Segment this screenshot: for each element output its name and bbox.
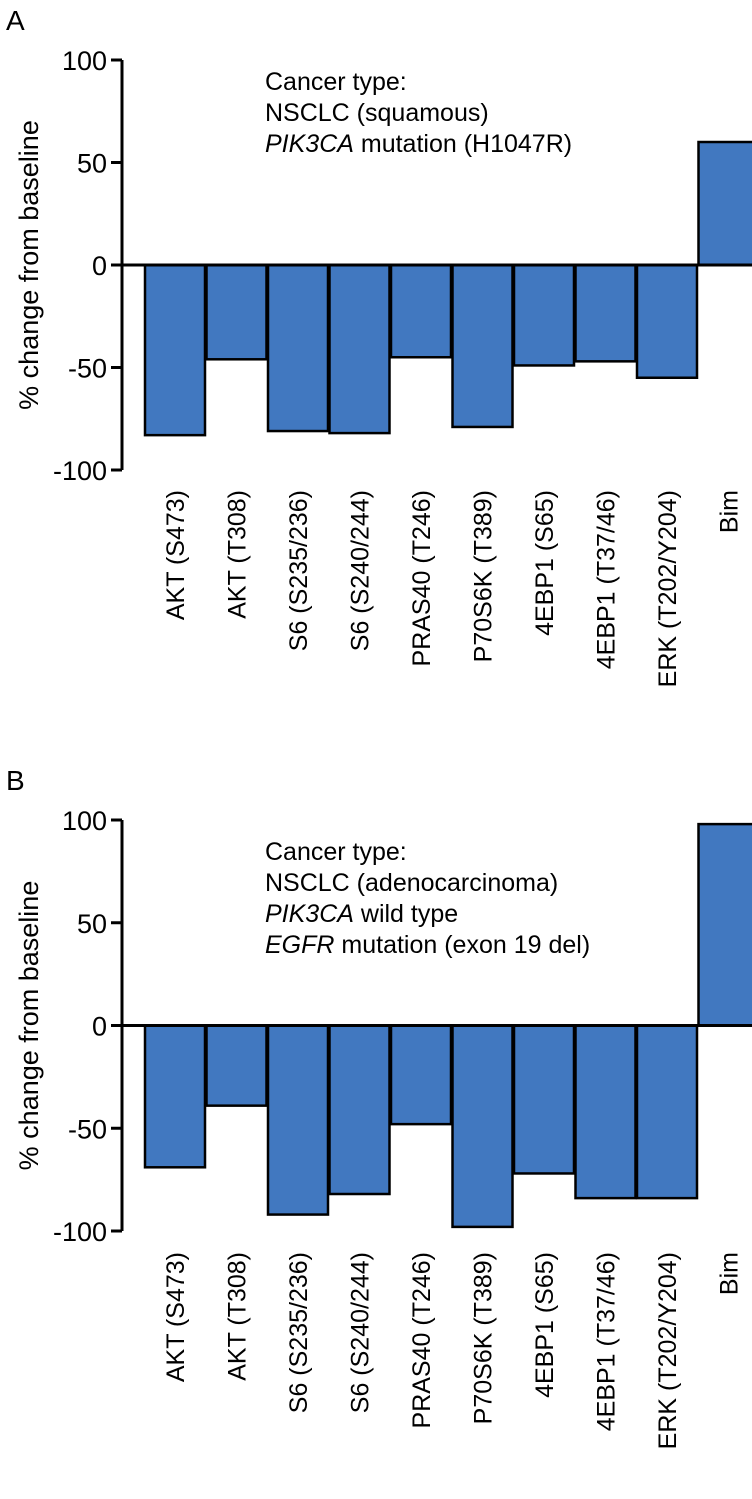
y-tick-label: -100 [53, 456, 107, 486]
x-tick-label: AKT (S473) [162, 1252, 190, 1382]
bar [697, 822, 752, 1027]
x-tick-label: 4EBP1 (T37/46) [593, 490, 621, 669]
annotation-line: Cancer type: [265, 68, 407, 96]
bar [635, 263, 699, 379]
y-tick-label: -50 [68, 1114, 107, 1144]
bar [328, 263, 391, 435]
bar [512, 263, 576, 367]
x-tick-label: S6 (S235/236) [285, 490, 313, 651]
panel-b: B 100 50 0 -50 -100 % change from baseline AKT … [6, 765, 752, 1449]
y-tick-label: 0 [92, 251, 107, 281]
y-tick-label: 100 [62, 46, 107, 76]
bar [205, 263, 268, 361]
x-tick-label: AKT (S473) [162, 490, 190, 620]
bar [389, 1024, 453, 1126]
x-tick-label: P70S6K (T389) [470, 490, 498, 662]
y-tick-label: 50 [77, 149, 107, 179]
bar [451, 263, 514, 429]
bar [328, 1024, 391, 1196]
panel-a: A 100 50 0 -50 -100 % change from baseline AKT … [6, 5, 752, 687]
annotation-line: EGFR mutation (exon 19 del) [265, 931, 590, 959]
panel-label: A [6, 5, 25, 36]
x-tick-label: 4EBP1 (S65) [531, 490, 559, 636]
x-tick-label: S6 (S240/244) [347, 490, 375, 651]
bar [266, 1024, 330, 1216]
annotation-line: NSCLC (squamous) [265, 99, 489, 127]
bar [205, 1024, 268, 1107]
x-tick-label: AKT (T308) [224, 490, 252, 619]
y-tick-label: 0 [92, 1012, 107, 1042]
x-tick-label: PRAS40 (T246) [408, 1252, 436, 1428]
panel-label: B [6, 765, 25, 796]
bar [635, 1024, 699, 1200]
x-tick-label: P70S6K (T389) [470, 1252, 498, 1424]
y-axis-title: % change from baseline [14, 120, 44, 410]
annotation-line: Cancer type: [265, 838, 407, 866]
bar [512, 1024, 576, 1175]
annotation-line: NSCLC (adenocarcinoma) [265, 869, 558, 897]
bar [389, 263, 453, 359]
x-tick-label: 4EBP1 (T37/46) [593, 1252, 621, 1431]
x-tick-label: ERK (T202/Y204) [654, 490, 682, 687]
x-tick-label: Bim [716, 490, 744, 533]
bar [574, 1024, 637, 1200]
y-tick-label: 100 [62, 806, 107, 836]
x-tick-label: Bim [716, 1252, 744, 1295]
x-tick-label: S6 (S240/244) [347, 1252, 375, 1413]
bar [697, 140, 752, 267]
y-tick-label: -50 [68, 354, 107, 384]
x-tick-label: PRAS40 (T246) [408, 490, 436, 666]
y-tick-label: -100 [53, 1217, 107, 1247]
bar [451, 1024, 514, 1229]
x-tick-label: ERK (T202/Y204) [654, 1252, 682, 1449]
bar [266, 263, 330, 433]
x-tick-label: AKT (T308) [224, 1252, 252, 1381]
annotation-line: PIK3CA wild type [265, 900, 458, 928]
bar [143, 1024, 207, 1169]
bar [574, 263, 637, 363]
y-tick-label: 50 [77, 909, 107, 939]
y-axis-title: % change from baseline [14, 881, 44, 1171]
x-tick-label: 4EBP1 (S65) [531, 1252, 559, 1398]
annotation-line: PIK3CA mutation (H1047R) [265, 130, 572, 158]
bar [143, 263, 207, 437]
x-tick-label: S6 (S235/236) [285, 1252, 313, 1413]
